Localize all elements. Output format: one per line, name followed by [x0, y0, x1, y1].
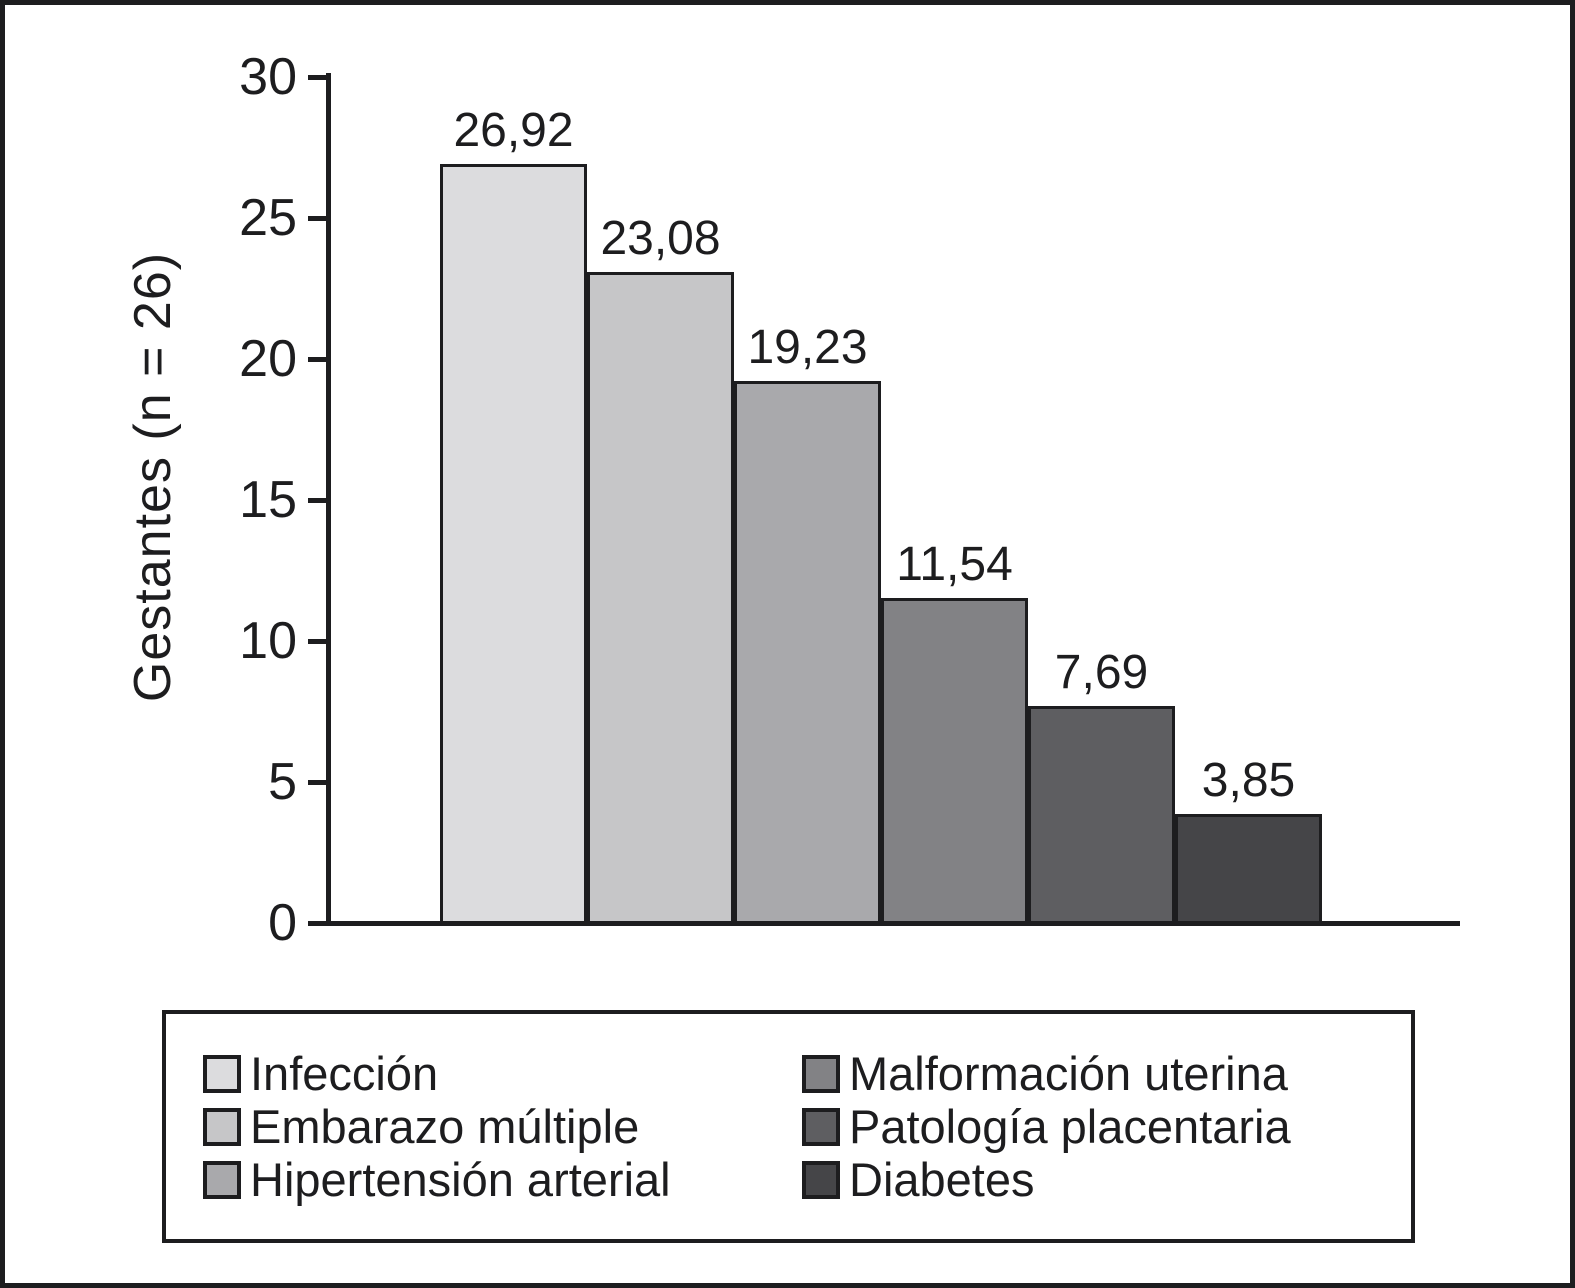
legend-item: Patología placentaria [802, 1102, 1291, 1152]
bar [440, 163, 587, 924]
bar [734, 380, 881, 924]
legend-swatch-infeccion [203, 1055, 241, 1093]
bar-value-label: 3,85 [1201, 754, 1296, 808]
legend-item: Embarazo múltiple [203, 1102, 639, 1152]
legend-label: Hipertensión arterial [250, 1153, 671, 1206]
bar-value-label: 19,23 [747, 320, 868, 374]
y-tick-label: 30 [239, 48, 297, 106]
legend-label: Embarazo múltiple [250, 1100, 640, 1153]
y-tick-label: 0 [268, 894, 297, 952]
legend-label: Diabetes [849, 1153, 1035, 1206]
y-axis-line [326, 73, 331, 926]
legend-item: Malformación uterina [802, 1049, 1288, 1099]
legend-box [162, 1010, 1415, 1243]
y-tick-label: 5 [268, 753, 297, 811]
bar [1028, 706, 1175, 924]
legend-item: Hipertensión arterial [203, 1155, 671, 1205]
x-axis-line [308, 921, 1460, 926]
legend-label: Malformación uterina [849, 1047, 1288, 1100]
y-tick-label: 25 [239, 189, 297, 247]
legend-item: Diabetes [802, 1155, 1035, 1205]
y-tick-mark [308, 356, 327, 362]
bar-value-label: 7,69 [1054, 646, 1149, 700]
bar [1175, 814, 1322, 924]
y-tick-mark [308, 920, 327, 926]
bar [881, 597, 1028, 924]
y-tick-label: 20 [239, 330, 297, 388]
legend-swatch-embarazo-multiple [203, 1108, 241, 1146]
y-tick-mark [308, 638, 327, 644]
legend-label: Infección [250, 1047, 439, 1100]
y-tick-mark [308, 497, 327, 503]
bar-value-label: 26,92 [453, 103, 574, 157]
bar-value-label: 11,54 [896, 537, 1013, 591]
legend-swatch-patologia-placentaria [802, 1108, 840, 1146]
y-tick-mark [308, 74, 327, 80]
bar-value-label: 23,08 [600, 212, 721, 266]
legend-swatch-malformacion-uterina [802, 1055, 840, 1093]
y-tick-mark [308, 779, 327, 785]
legend-item: Infección [203, 1049, 438, 1099]
y-tick-label: 10 [239, 612, 297, 670]
y-tick-label: 15 [239, 471, 297, 529]
y-tick-mark [308, 215, 327, 221]
legend-swatch-diabetes [802, 1161, 840, 1199]
legend-label: Patología placentaria [849, 1100, 1291, 1153]
legend-swatch-hipertension-arterial [203, 1161, 241, 1199]
